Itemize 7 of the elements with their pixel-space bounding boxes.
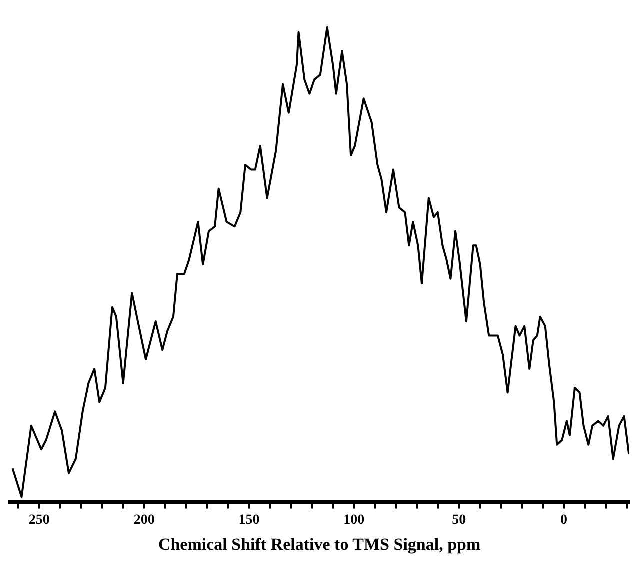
x-tick-label: 200: [134, 512, 155, 528]
x-tick-label: 50: [452, 512, 466, 528]
x-tick-label: 150: [238, 512, 260, 528]
x-tick-label: 250: [28, 512, 50, 528]
x-tick-label: 0: [560, 512, 568, 528]
x-tick-label: 100: [344, 512, 365, 528]
x-axis-title: Chemical Shift Relative to TMS Signal, ppm: [158, 535, 481, 554]
